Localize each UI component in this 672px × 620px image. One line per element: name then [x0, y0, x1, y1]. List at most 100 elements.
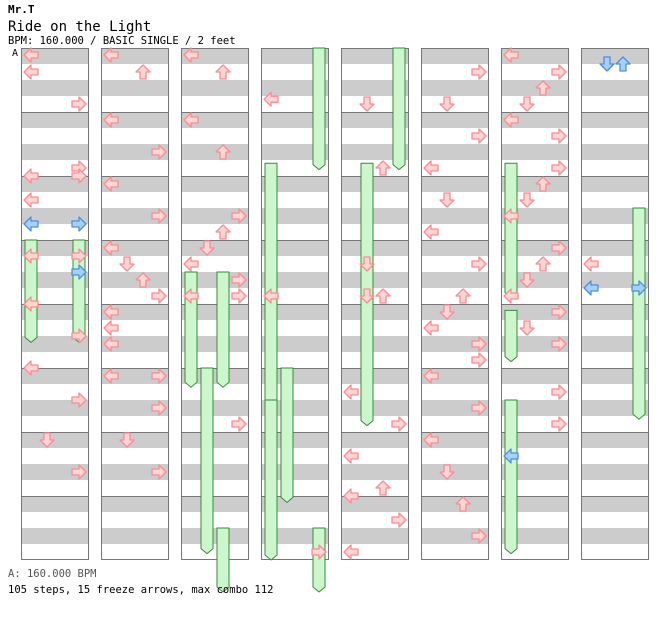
left-arrow-icon	[423, 224, 439, 240]
right-arrow-icon	[71, 328, 87, 344]
beat-stripe	[261, 272, 329, 288]
beat-stripe	[261, 304, 329, 320]
beat-stripe	[341, 336, 409, 352]
right-arrow-icon	[71, 392, 87, 408]
beat-stripe	[261, 432, 329, 448]
beat-stripe	[501, 272, 569, 288]
right-arrow-icon	[231, 208, 247, 224]
left-arrow-icon	[343, 448, 359, 464]
up-arrow-icon	[375, 288, 391, 304]
beat-stripe	[341, 400, 409, 416]
beat-stripe	[341, 48, 409, 64]
right-arrow-icon	[471, 64, 487, 80]
down-arrow-icon	[359, 288, 375, 304]
right-arrow-icon	[551, 304, 567, 320]
down-arrow-icon	[199, 240, 215, 256]
up-arrow-icon	[535, 80, 551, 96]
beat-stripe	[101, 144, 169, 160]
beat-stripe	[421, 496, 489, 512]
beat-stripe	[581, 80, 649, 96]
beat-stripe	[261, 80, 329, 96]
beat-stripe	[501, 304, 569, 320]
left-arrow-icon	[23, 47, 39, 63]
beat-stripe	[581, 432, 649, 448]
freeze-arrow	[504, 162, 518, 299]
beat-stripe	[421, 464, 489, 480]
left-arrow-icon	[343, 384, 359, 400]
down-arrow-icon	[359, 96, 375, 112]
left-arrow-icon	[23, 360, 39, 376]
right-arrow-icon	[151, 144, 167, 160]
down-arrow-icon	[119, 432, 135, 448]
beat-stripe	[421, 304, 489, 320]
left-arrow-icon	[23, 248, 39, 264]
up-arrow-icon	[375, 480, 391, 496]
beat-stripe	[421, 368, 489, 384]
beat-stripe	[581, 176, 649, 192]
left-arrow-icon	[103, 176, 119, 192]
right-arrow-icon	[151, 400, 167, 416]
beat-stripe	[421, 432, 489, 448]
down-arrow-icon	[439, 192, 455, 208]
beat-stripe	[261, 48, 329, 64]
beat-stripe	[341, 464, 409, 480]
beat-stripe	[501, 112, 569, 128]
freeze-arrow	[24, 239, 38, 344]
chart-meta: BPM: 160.000 / BASIC SINGLE / 2 feet	[8, 35, 236, 47]
beat-stripe	[421, 80, 489, 96]
right-arrow-icon	[151, 208, 167, 224]
right-arrow-icon	[551, 160, 567, 176]
left-arrow-icon	[423, 432, 439, 448]
beat-stripe	[261, 400, 329, 416]
right-arrow-icon	[551, 416, 567, 432]
up-arrow-icon	[615, 56, 631, 72]
beat-stripe	[181, 496, 249, 512]
beat-stripe	[421, 48, 489, 64]
left-arrow-icon	[583, 256, 599, 272]
beat-stripe	[421, 208, 489, 224]
left-arrow-icon	[103, 336, 119, 352]
up-arrow-icon	[135, 64, 151, 80]
left-arrow-icon	[103, 368, 119, 384]
beat-stripe	[181, 240, 249, 256]
freeze-arrow	[504, 309, 518, 363]
beat-stripe	[181, 112, 249, 128]
right-arrow-icon	[471, 336, 487, 352]
beat-stripe	[421, 528, 489, 544]
beat-stripe	[101, 464, 169, 480]
beat-stripe	[581, 368, 649, 384]
right-arrow-icon	[551, 240, 567, 256]
beat-stripe	[341, 496, 409, 512]
beat-stripe	[21, 400, 89, 416]
beat-stripe	[181, 368, 249, 384]
left-arrow-icon	[183, 288, 199, 304]
down-arrow-icon	[599, 56, 615, 72]
beat-stripe	[21, 496, 89, 512]
beat-stripe	[421, 144, 489, 160]
up-arrow-icon	[535, 256, 551, 272]
left-arrow-icon	[583, 280, 599, 296]
left-arrow-icon	[23, 64, 39, 80]
down-arrow-icon	[439, 464, 455, 480]
left-arrow-icon	[423, 368, 439, 384]
down-arrow-icon	[359, 256, 375, 272]
beat-stripe	[181, 400, 249, 416]
beat-stripe	[421, 336, 489, 352]
beat-stripe	[21, 80, 89, 96]
beat-stripe	[421, 112, 489, 128]
beat-stripe	[21, 112, 89, 128]
beat-stripe	[421, 240, 489, 256]
right-arrow-icon	[231, 272, 247, 288]
left-arrow-icon	[23, 192, 39, 208]
left-arrow-icon	[263, 288, 279, 304]
up-arrow-icon	[455, 496, 471, 512]
beat-stripe	[261, 176, 329, 192]
up-arrow-icon	[215, 224, 231, 240]
beat-stripe	[21, 432, 89, 448]
beat-stripe	[181, 176, 249, 192]
bpm-marker-label: A	[12, 48, 19, 59]
beat-stripe	[21, 176, 89, 192]
beat-stripe	[501, 400, 569, 416]
beat-stripe	[101, 400, 169, 416]
